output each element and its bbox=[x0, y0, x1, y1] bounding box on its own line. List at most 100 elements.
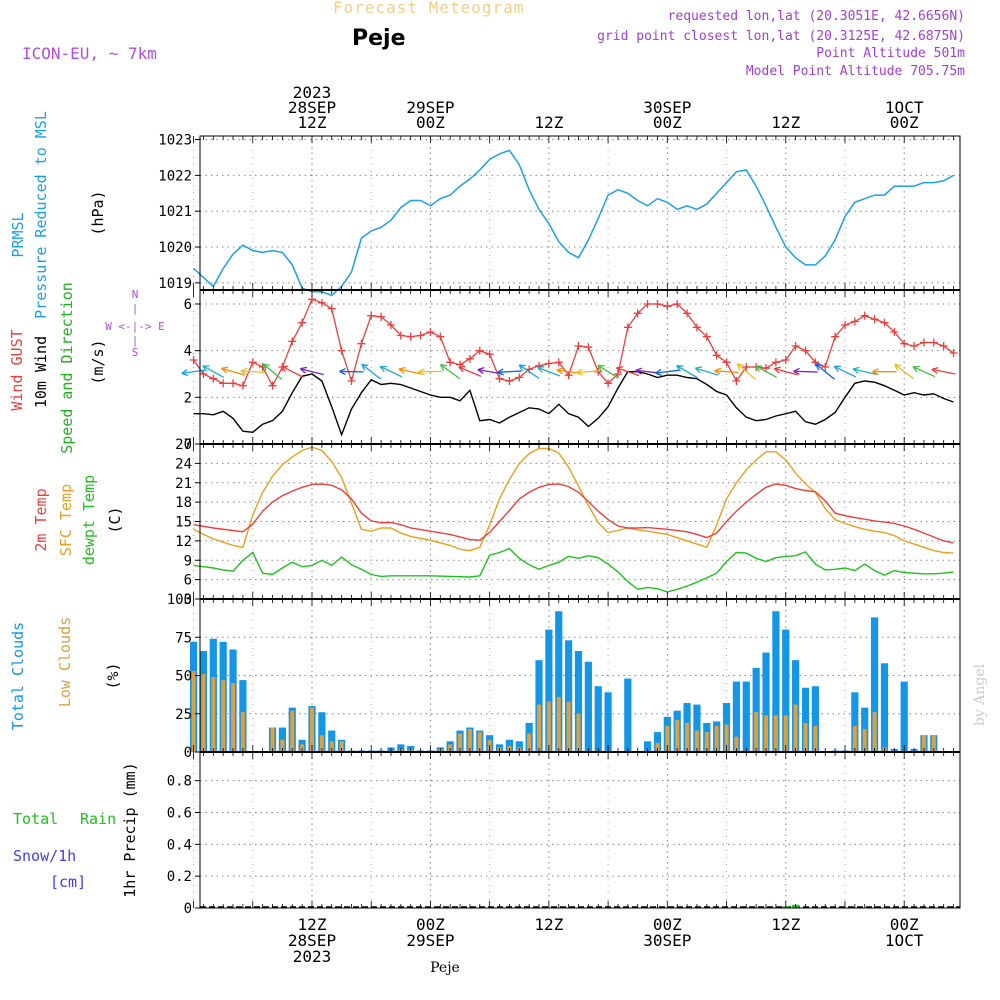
gust-marker bbox=[377, 312, 386, 321]
wind-direction-arrow bbox=[299, 366, 324, 376]
wind-direction-arrow bbox=[398, 366, 423, 375]
y-tick-label: 18 bbox=[175, 495, 192, 511]
bar-total-clouds bbox=[653, 732, 662, 752]
bar-low-clouds bbox=[270, 727, 275, 752]
arrow-shaft bbox=[458, 366, 482, 377]
gust-marker bbox=[416, 331, 425, 340]
gust-marker bbox=[386, 321, 395, 329]
gust-marker bbox=[949, 349, 958, 357]
arrow-shaft bbox=[576, 369, 601, 374]
gust-marker bbox=[446, 358, 455, 367]
arrow-shaft bbox=[518, 364, 540, 379]
wind-direction-arrow bbox=[736, 363, 756, 381]
bar-total-clouds bbox=[811, 686, 819, 752]
compass-bar: | bbox=[132, 302, 139, 315]
bar-low-clouds bbox=[339, 741, 344, 752]
arrow-head bbox=[458, 365, 466, 373]
series-line-2m-temp bbox=[193, 483, 954, 544]
top-time-label: 12Z bbox=[298, 113, 327, 132]
arrow-shaft bbox=[240, 370, 265, 373]
wind-direction-arrow bbox=[872, 368, 897, 376]
label-pressure-msl: Pressure Reduced to MSL bbox=[32, 111, 50, 319]
top-time-label: 29SEP bbox=[406, 98, 454, 117]
wind-direction-arrow bbox=[931, 366, 956, 375]
gust-marker bbox=[781, 356, 790, 364]
gust-marker bbox=[831, 332, 840, 341]
y-tick-label: 1022 bbox=[158, 168, 192, 184]
y-tick-label: 25 bbox=[175, 707, 192, 723]
label-wind-gust: Wind GUST bbox=[8, 329, 26, 410]
label-low-clouds: Low Clouds bbox=[56, 617, 74, 707]
gust-marker bbox=[692, 323, 701, 332]
gust-marker bbox=[791, 342, 800, 350]
bar-low-clouds bbox=[655, 742, 660, 752]
label-clouds-unit: (%) bbox=[104, 662, 122, 689]
arrow-head bbox=[773, 366, 781, 374]
bar-total-clouds bbox=[594, 686, 602, 752]
gust-marker bbox=[505, 377, 514, 385]
bar-low-clouds bbox=[704, 732, 709, 752]
top-time-label: 30SEP bbox=[643, 98, 691, 117]
label-snow: Snow/1h bbox=[13, 847, 76, 865]
bar-low-clouds bbox=[754, 712, 759, 752]
wind-direction-arrow bbox=[181, 368, 206, 377]
wind-direction-arrow bbox=[240, 367, 265, 375]
gust-marker bbox=[939, 342, 948, 350]
bottom-time-label: 12Z bbox=[298, 915, 327, 934]
bottom-time-label: 30SEP bbox=[643, 931, 691, 950]
grid-point-coords: grid point closest lon,lat (20.3125E, 42… bbox=[597, 29, 965, 44]
gust-marker bbox=[900, 339, 909, 348]
bar-total-clouds bbox=[624, 678, 632, 752]
arrow-shaft bbox=[616, 367, 640, 377]
arrow-head bbox=[202, 365, 210, 372]
label-pressure-unit: (hPa) bbox=[89, 190, 107, 235]
y-tick-label: 4 bbox=[184, 344, 192, 360]
gust-marker bbox=[771, 358, 780, 367]
wind-direction-arrow bbox=[202, 365, 225, 379]
arrow-shaft bbox=[793, 370, 818, 373]
bar-total-clouds bbox=[604, 692, 612, 752]
bar-low-clouds bbox=[221, 680, 226, 752]
y-tick-label: 0.2 bbox=[167, 869, 192, 885]
gust-marker bbox=[209, 374, 218, 383]
arrow-shaft bbox=[361, 363, 382, 380]
bar-total-clouds bbox=[515, 741, 523, 752]
bar-low-clouds bbox=[527, 733, 532, 752]
wind-direction-arrow bbox=[458, 365, 482, 377]
arrow-head bbox=[815, 363, 823, 371]
bottom-time-label: 2023 bbox=[293, 947, 332, 966]
bar-total-clouds bbox=[880, 663, 889, 752]
bar-low-clouds bbox=[872, 712, 877, 752]
data-layer bbox=[181, 149, 960, 908]
gust-marker bbox=[860, 311, 869, 320]
arrow-head bbox=[439, 363, 448, 371]
label-prmsl: PRMSL bbox=[9, 212, 27, 257]
label-rain: Rain bbox=[80, 810, 116, 828]
wind-direction-arrow bbox=[793, 367, 818, 376]
bar-low-clouds bbox=[852, 725, 857, 752]
wind-direction-arrow bbox=[773, 366, 798, 376]
arrow-shaft bbox=[833, 365, 857, 378]
gust-marker bbox=[229, 379, 238, 388]
label-total: Total bbox=[13, 810, 58, 828]
arrow-head bbox=[339, 367, 346, 376]
wind-direction-arrow bbox=[379, 365, 403, 378]
bar-low-clouds bbox=[458, 733, 463, 752]
arrow-shaft bbox=[676, 365, 698, 379]
panel-frames bbox=[193, 135, 961, 909]
y-tick-label: 15 bbox=[175, 515, 192, 531]
wind-direction-arrow bbox=[852, 366, 877, 375]
label-10m-wind: 10m Wind bbox=[32, 336, 50, 408]
point-altitude: Point Altitude 501m bbox=[816, 46, 965, 61]
gust-marker bbox=[742, 363, 751, 371]
label-2m-temp: 2m Temp bbox=[32, 488, 50, 551]
gust-marker bbox=[574, 342, 583, 350]
arrow-head bbox=[635, 367, 643, 375]
y-tick-label: 1020 bbox=[158, 240, 192, 256]
arrow-head bbox=[894, 363, 902, 371]
meteogram-title: Forecast Meteogram bbox=[333, 0, 525, 17]
compass-west-east: W <-|-> E bbox=[105, 320, 165, 333]
arrow-shaft bbox=[440, 364, 461, 380]
arrow-head bbox=[379, 365, 387, 373]
